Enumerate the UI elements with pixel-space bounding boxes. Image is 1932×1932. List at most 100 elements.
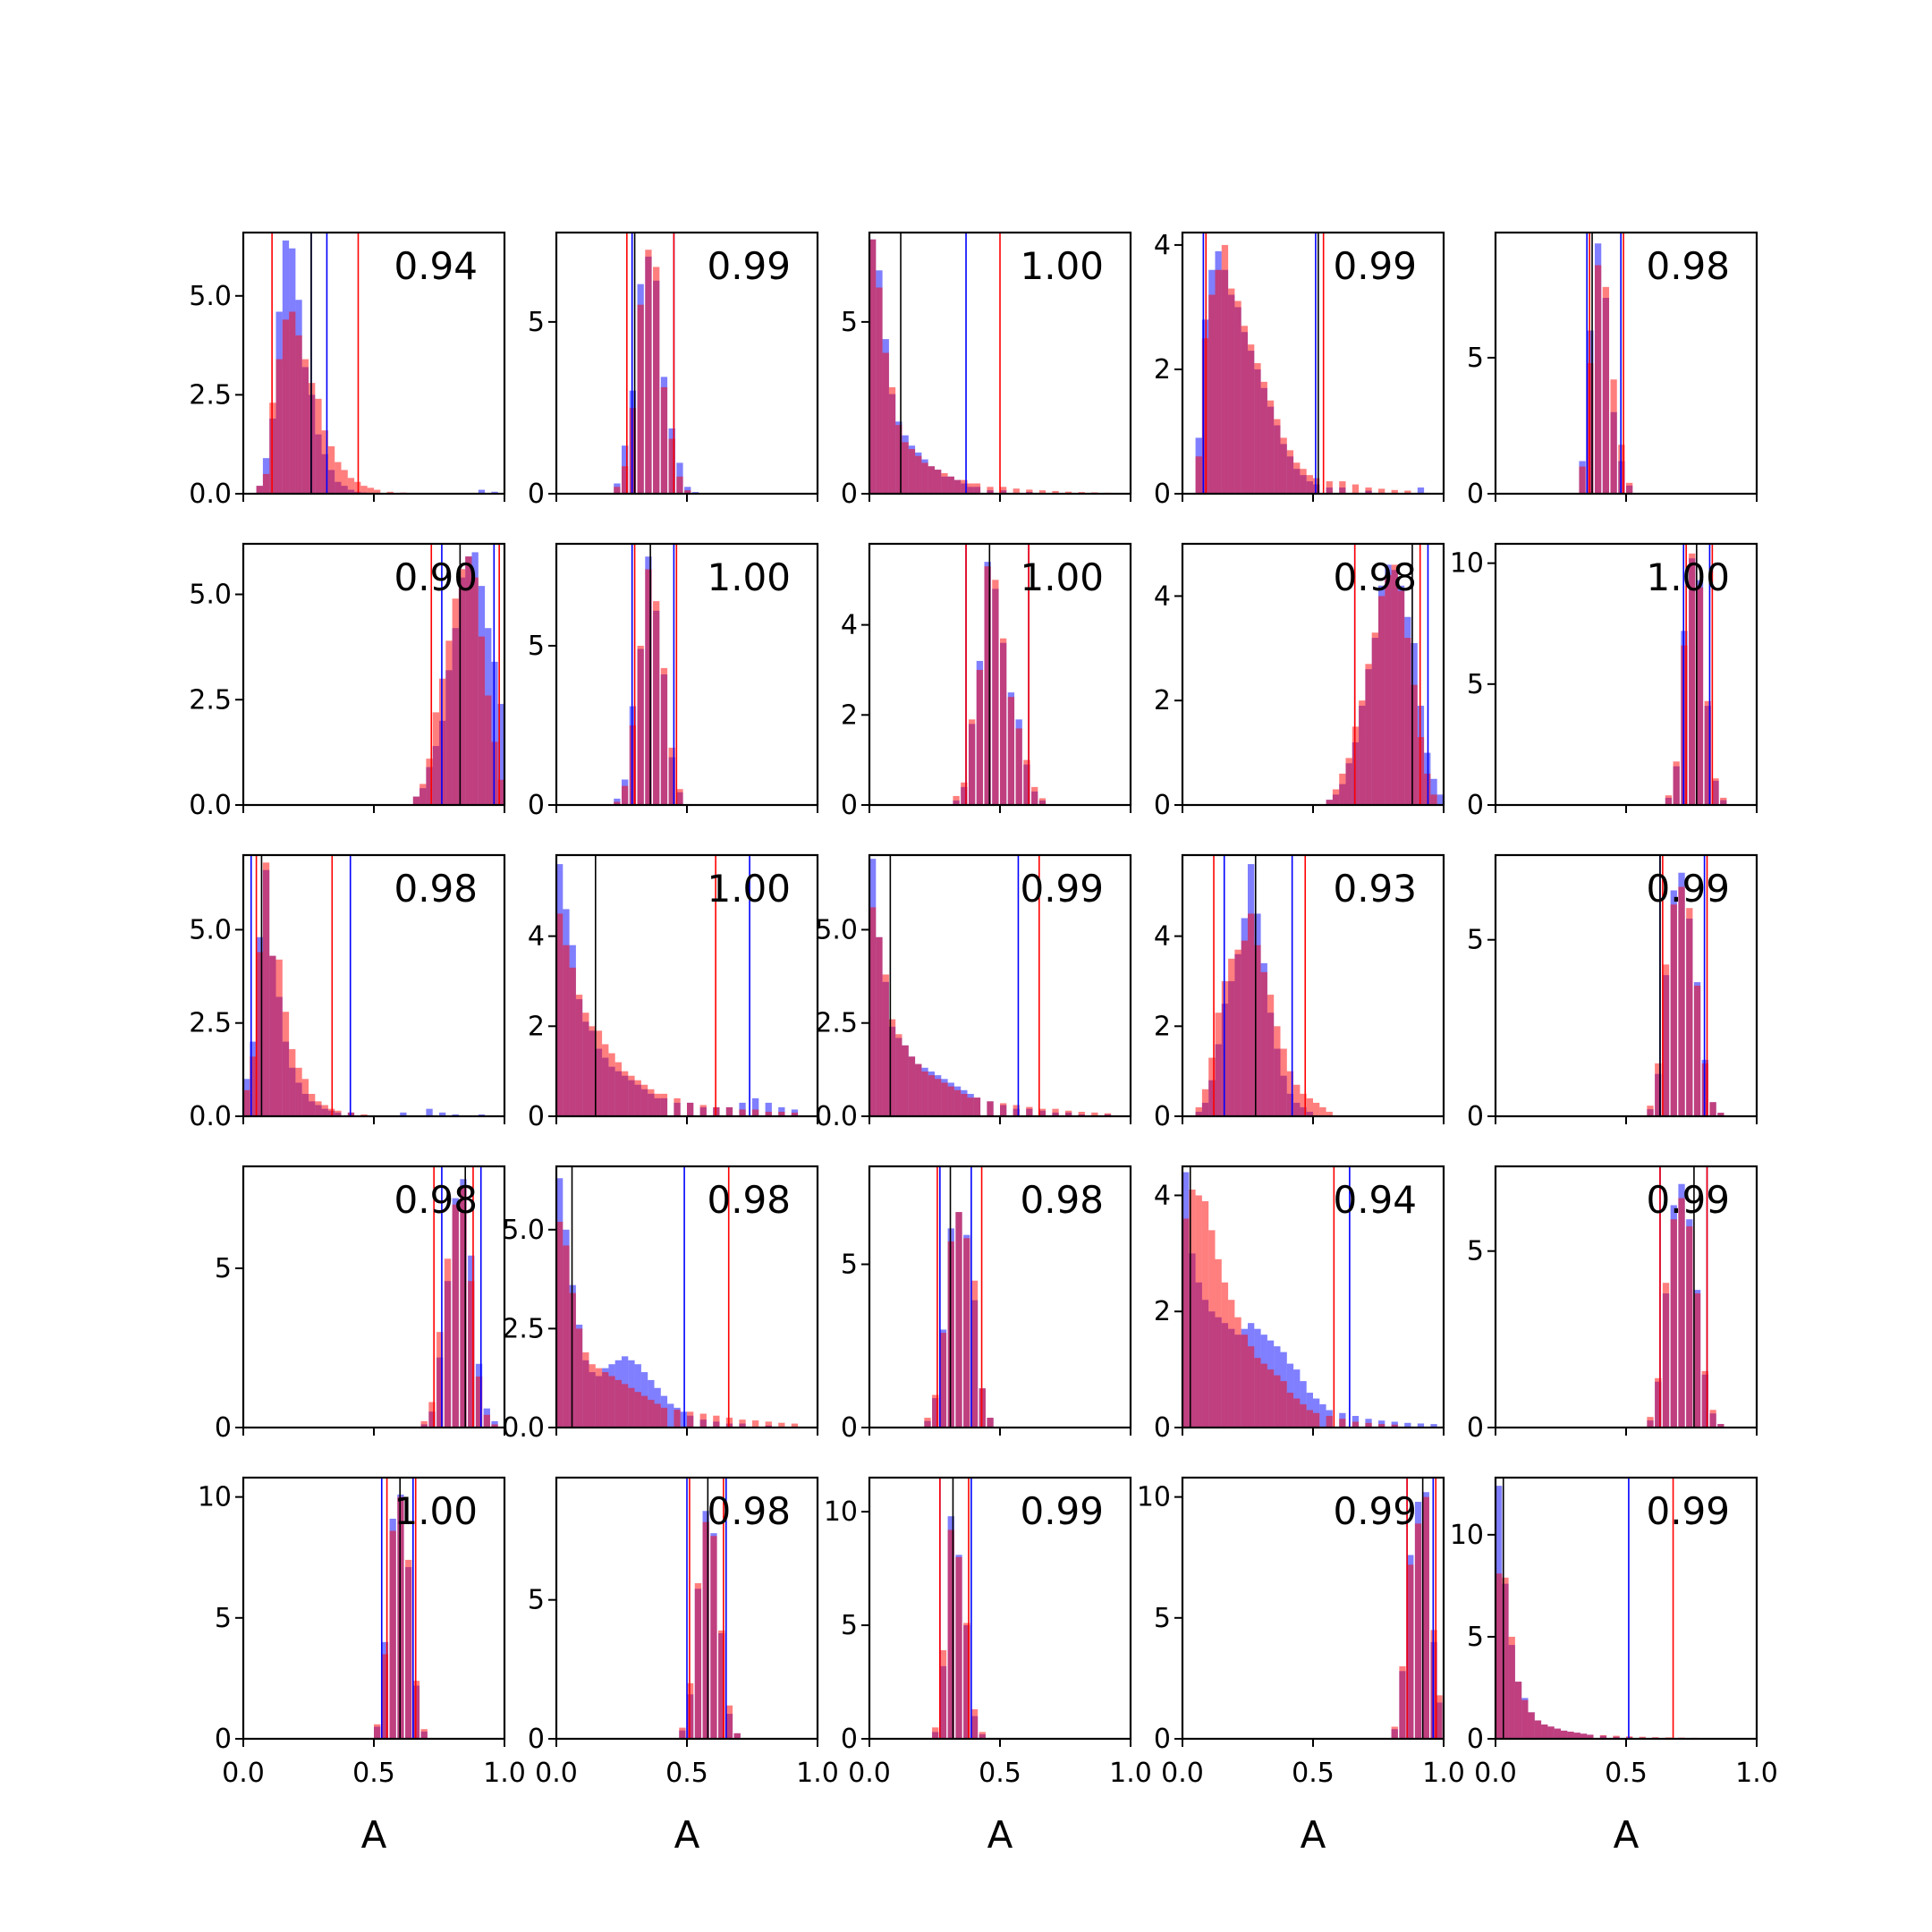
red-histogram-bar: [1712, 778, 1719, 805]
red-histogram-bar: [908, 1056, 916, 1116]
red-histogram-bar: [1000, 487, 1007, 494]
red-histogram-bar: [575, 995, 583, 1116]
red-histogram-bar: [315, 398, 322, 494]
red-histogram-bar: [674, 1410, 681, 1428]
red-histogram-bar: [1300, 1093, 1307, 1116]
red-histogram-bar: [563, 1245, 570, 1428]
histogram-panel: 0 5 10 0.0 0.5 1.0 0.99 A: [824, 1476, 1152, 1857]
y-tick-label: 2.5: [815, 1008, 858, 1039]
red-histogram-bar: [992, 580, 999, 805]
panel-score-label: 0.90: [394, 555, 478, 599]
red-histogram-bar: [321, 430, 328, 494]
x-tick-label: 1.0: [1735, 1758, 1778, 1789]
x-tick-label: 0.5: [1605, 1758, 1648, 1789]
red-histogram-bar: [1693, 986, 1701, 1116]
red-histogram-bar: [1254, 363, 1261, 494]
red-histogram-bar: [1013, 1105, 1020, 1116]
red-histogram-bar: [791, 1423, 799, 1428]
y-tick-label: 5.0: [815, 914, 858, 945]
red-histogram-bar: [1371, 632, 1378, 805]
red-histogram-bar: [888, 1019, 896, 1116]
y-tick-label: 5: [1467, 343, 1484, 374]
red-histogram-bar: [608, 1376, 615, 1428]
red-histogram-bar: [876, 936, 883, 1116]
panel-score-label: 1.00: [1646, 555, 1730, 599]
red-histogram-bar: [1404, 638, 1411, 805]
red-histogram-bar: [882, 352, 889, 494]
red-histogram-bar: [1195, 1106, 1202, 1116]
x-tick-label: 0.5: [1292, 1758, 1335, 1789]
y-tick-label: 2: [528, 1011, 545, 1042]
red-histogram-bar: [915, 455, 922, 494]
red-histogram-bar: [869, 907, 877, 1116]
x-tick-label: 1.0: [1422, 1758, 1465, 1789]
red-histogram-bar: [634, 1080, 641, 1116]
red-histogram-bar: [1378, 488, 1385, 494]
red-histogram-bar: [1407, 1564, 1414, 1739]
red-histogram-bar: [381, 1654, 389, 1739]
red-histogram-bar: [676, 789, 683, 805]
red-histogram-bar: [973, 1097, 981, 1116]
red-histogram-bar: [243, 1089, 250, 1116]
red-histogram-bar: [483, 1414, 490, 1428]
red-histogram-bar: [725, 1705, 733, 1739]
y-tick-label: 2.5: [502, 1313, 545, 1344]
red-histogram-bar: [928, 1075, 935, 1116]
blue-histogram-bar: [1404, 1422, 1411, 1428]
red-histogram-bar: [419, 784, 427, 805]
red-histogram-bar: [444, 1258, 452, 1428]
red-histogram-bar: [1655, 1377, 1662, 1428]
y-tick-label: 0: [1467, 1412, 1484, 1444]
red-histogram-bar: [1286, 1071, 1294, 1116]
y-tick-label: 5: [1467, 1236, 1484, 1267]
y-tick-label: 0.0: [189, 790, 232, 821]
red-histogram-bar: [1007, 697, 1015, 805]
red-histogram-bar: [608, 1053, 615, 1116]
y-tick-label: 5: [1154, 1603, 1171, 1634]
red-histogram-bar: [679, 1727, 686, 1739]
red-histogram-bar: [765, 1111, 772, 1116]
red-histogram-bar: [295, 1067, 302, 1116]
red-histogram-bar: [282, 1012, 290, 1116]
red-histogram-bar: [1378, 1424, 1385, 1428]
red-histogram-bar: [1332, 789, 1340, 805]
red-histogram-bar: [374, 489, 381, 494]
y-tick-label: 4: [528, 921, 545, 953]
red-histogram-bar: [622, 1071, 629, 1116]
red-histogram-bar: [1696, 587, 1704, 805]
blue-histogram-bar: [491, 491, 498, 494]
blue-histogram-bar: [1417, 1423, 1425, 1428]
y-tick-label: 0: [1467, 790, 1484, 821]
panel-score-label: 0.98: [707, 1489, 791, 1533]
red-histogram-bar: [895, 1034, 902, 1116]
red-histogram-bar: [1300, 1404, 1307, 1428]
y-tick-label: 10: [1450, 548, 1484, 580]
red-histogram-bar: [1704, 700, 1711, 805]
red-histogram-bar: [1339, 481, 1346, 494]
red-histogram-bar: [1397, 590, 1405, 805]
y-tick-label: 0: [841, 1724, 858, 1755]
red-histogram-bar: [582, 1013, 589, 1116]
histogram-panel: 0.0 2.5 5.0 0.90: [189, 542, 506, 821]
blue-histogram-bar: [497, 703, 504, 805]
red-histogram-bar: [1280, 437, 1287, 494]
red-histogram-bar: [1528, 1712, 1535, 1739]
histogram-panel: 0 2 4 0.94: [1154, 1165, 1445, 1444]
red-histogram-bar: [1195, 456, 1202, 494]
red-histogram-bar: [645, 250, 652, 494]
red-histogram-bar: [637, 645, 644, 805]
red-histogram-bar: [1514, 1682, 1522, 1739]
red-histogram-bar: [602, 1372, 609, 1428]
red-histogram-bar: [1717, 1424, 1724, 1428]
red-histogram-bar: [699, 1413, 707, 1428]
red-histogram-bar: [1015, 728, 1022, 805]
y-tick-label: 4: [1154, 580, 1171, 612]
red-histogram-bar: [968, 719, 976, 805]
red-histogram-bar: [637, 304, 644, 494]
red-histogram-bar: [791, 1112, 799, 1116]
red-histogram-bar: [374, 1724, 381, 1739]
red-histogram-bar: [1306, 1097, 1313, 1116]
red-histogram-bar: [1031, 786, 1038, 805]
y-tick-label: 2: [841, 699, 858, 731]
red-histogram-bar: [935, 470, 942, 494]
